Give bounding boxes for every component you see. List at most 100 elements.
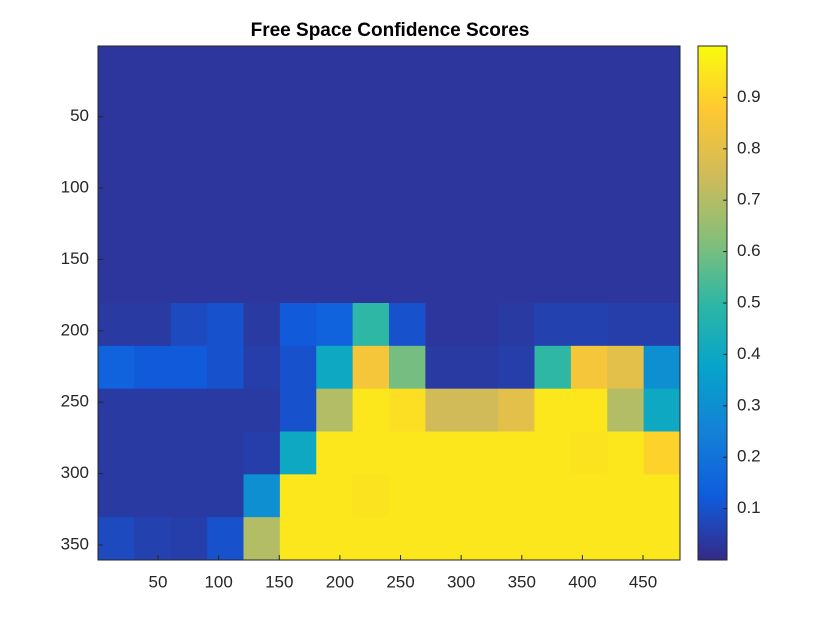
heat-cell: [498, 217, 535, 261]
heat-cell: [207, 131, 244, 175]
heat-cell: [425, 474, 463, 518]
heat-cell: [243, 217, 281, 261]
x-tick-label: 50: [149, 572, 168, 591]
heat-cell: [243, 260, 281, 304]
heat-cell: [389, 174, 426, 218]
colorbar-tick-label: 0.2: [737, 447, 761, 466]
heat-cell: [316, 217, 354, 261]
heat-cell: [425, 88, 463, 133]
heat-cell: [498, 260, 535, 304]
heat-cell: [643, 517, 681, 561]
heat-cell: [389, 260, 426, 304]
heat-cell: [316, 431, 354, 475]
colorbar: [697, 45, 728, 561]
heat-cell: [534, 88, 572, 133]
heat-cell: [534, 260, 572, 304]
heat-cell: [98, 260, 135, 304]
heat-cell: [389, 431, 426, 475]
heat-cell: [461, 174, 499, 218]
heat-cell: [534, 517, 572, 561]
heat-cell: [607, 131, 645, 175]
heat-cell: [534, 431, 572, 475]
heat-cell: [316, 260, 354, 304]
heat-cell: [389, 217, 426, 261]
heat-cell: [98, 88, 135, 133]
heat-cell: [534, 174, 572, 218]
heat-cell: [316, 388, 354, 432]
heat-cell: [134, 131, 172, 175]
heat-cell: [279, 474, 317, 518]
heat-cell: [643, 88, 681, 133]
heat-cell: [134, 431, 172, 475]
heat-cell: [170, 46, 208, 90]
heat-cell: [534, 388, 572, 432]
heat-cell: [461, 46, 499, 90]
x-tick-label: 450: [629, 572, 657, 591]
heat-cell: [170, 131, 208, 175]
heat-cell: [243, 388, 281, 432]
heat-cell: [243, 431, 281, 475]
heat-cell: [279, 131, 317, 175]
heat-cell: [534, 474, 572, 518]
heat-cell: [643, 46, 681, 90]
heat-cell: [461, 474, 499, 518]
y-tick-label: 250: [61, 392, 89, 411]
heat-cell: [279, 88, 317, 133]
heat-cell: [570, 260, 608, 304]
heat-cell: [316, 345, 354, 390]
heat-cell: [498, 474, 535, 518]
heat-cell: [316, 174, 354, 218]
heat-cell: [498, 431, 535, 475]
heat-cell: [570, 303, 608, 347]
heat-cell: [207, 217, 244, 261]
y-tick-label: 300: [61, 463, 89, 482]
heat-cell: [170, 174, 208, 218]
heat-cell: [425, 174, 463, 218]
colorbar-tick-label: 0.7: [737, 190, 761, 209]
heat-cell: [389, 517, 426, 561]
colorbar-tick-label: 0.5: [737, 292, 761, 311]
heat-cell: [570, 174, 608, 218]
heat-cell: [352, 388, 390, 432]
heat-cell: [534, 217, 572, 261]
heat-cell: [607, 260, 645, 304]
heat-cell: [207, 174, 244, 218]
y-tick-label: 200: [61, 320, 89, 339]
heat-cell: [243, 345, 281, 390]
heat-cell: [207, 303, 244, 347]
heat-cell: [170, 303, 208, 347]
heat-cell: [534, 303, 572, 347]
heat-cell: [98, 131, 135, 175]
heat-cell: [534, 345, 572, 390]
heat-cell: [607, 474, 645, 518]
heat-cell: [98, 303, 135, 347]
x-tick-label: 300: [447, 572, 475, 591]
heat-cell: [570, 474, 608, 518]
heat-cell: [425, 388, 463, 432]
heat-cell: [461, 517, 499, 561]
heat-cell: [352, 46, 390, 90]
heat-cell: [243, 88, 281, 133]
x-tick-label: 200: [326, 572, 354, 591]
heat-cell: [607, 517, 645, 561]
heat-cell: [461, 217, 499, 261]
colorbar-tick-label: 0.3: [737, 395, 761, 414]
heat-cell: [316, 131, 354, 175]
heat-cell: [316, 303, 354, 347]
heat-cell: [607, 174, 645, 218]
heat-cell: [425, 217, 463, 261]
heat-cell: [643, 388, 681, 432]
heat-cell: [498, 303, 535, 347]
heat-cell: [389, 88, 426, 133]
heat-cell: [170, 217, 208, 261]
heat-cell: [207, 517, 244, 561]
heat-cell: [461, 303, 499, 347]
heat-cell: [643, 474, 681, 518]
heat-cell: [352, 131, 390, 175]
heat-cell: [425, 46, 463, 90]
colorbar-tick-label: 0.9: [737, 87, 761, 106]
heat-cell: [98, 46, 135, 90]
heat-cell: [98, 345, 135, 390]
heat-cell: [279, 217, 317, 261]
heat-cell: [570, 517, 608, 561]
